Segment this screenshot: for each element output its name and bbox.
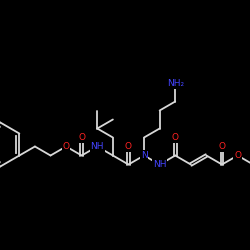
Text: O: O [234,151,241,160]
Text: O: O [218,142,226,151]
Text: O: O [172,133,179,142]
Text: O: O [78,133,85,142]
Text: O: O [62,142,70,151]
Text: NH₂: NH₂ [167,79,184,88]
Text: O: O [125,142,132,151]
Text: NH: NH [90,142,104,151]
Text: NH: NH [153,160,166,169]
Text: N: N [141,151,148,160]
